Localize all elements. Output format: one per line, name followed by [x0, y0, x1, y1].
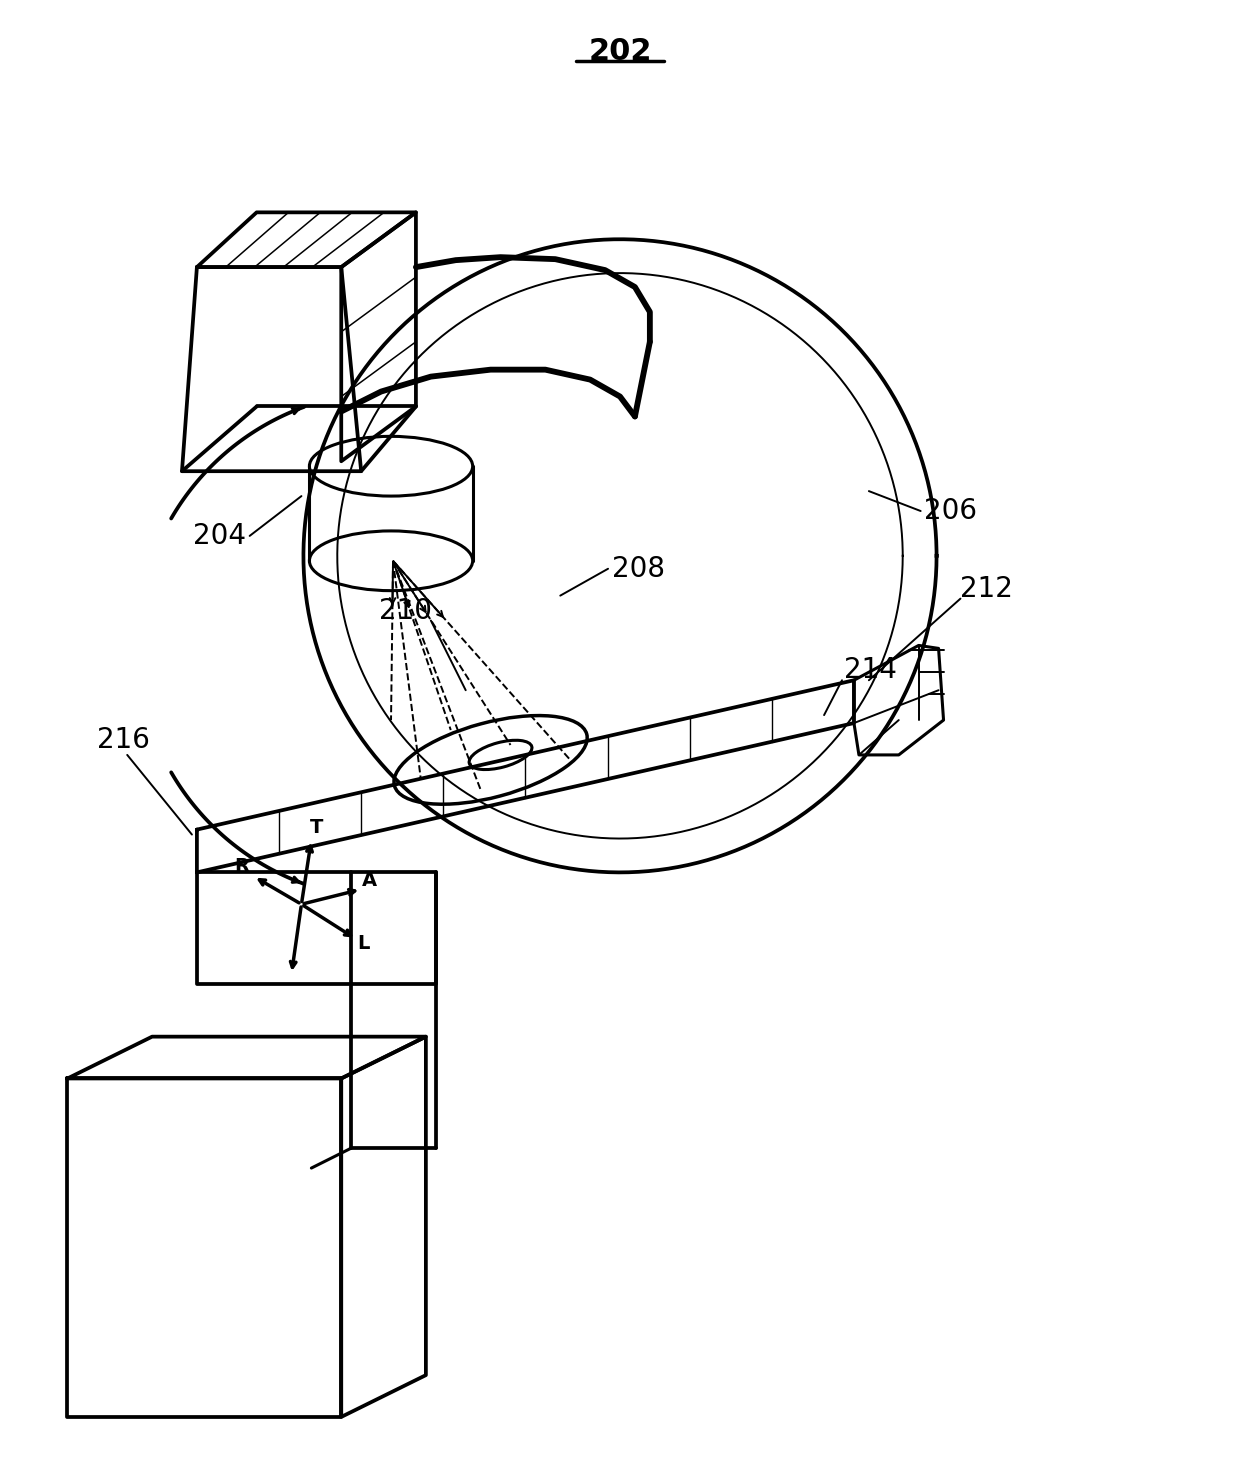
Text: 202: 202	[588, 37, 652, 66]
Text: 210: 210	[379, 597, 432, 625]
Text: 208: 208	[613, 555, 665, 583]
Text: 214: 214	[844, 657, 897, 685]
Text: 204: 204	[193, 521, 247, 549]
Text: R: R	[234, 857, 249, 876]
Text: T: T	[310, 818, 324, 837]
Text: 206: 206	[924, 496, 977, 524]
Text: 212: 212	[960, 574, 1013, 602]
Text: 216: 216	[98, 726, 150, 754]
Text: A: A	[362, 872, 377, 890]
Text: L: L	[357, 934, 370, 953]
